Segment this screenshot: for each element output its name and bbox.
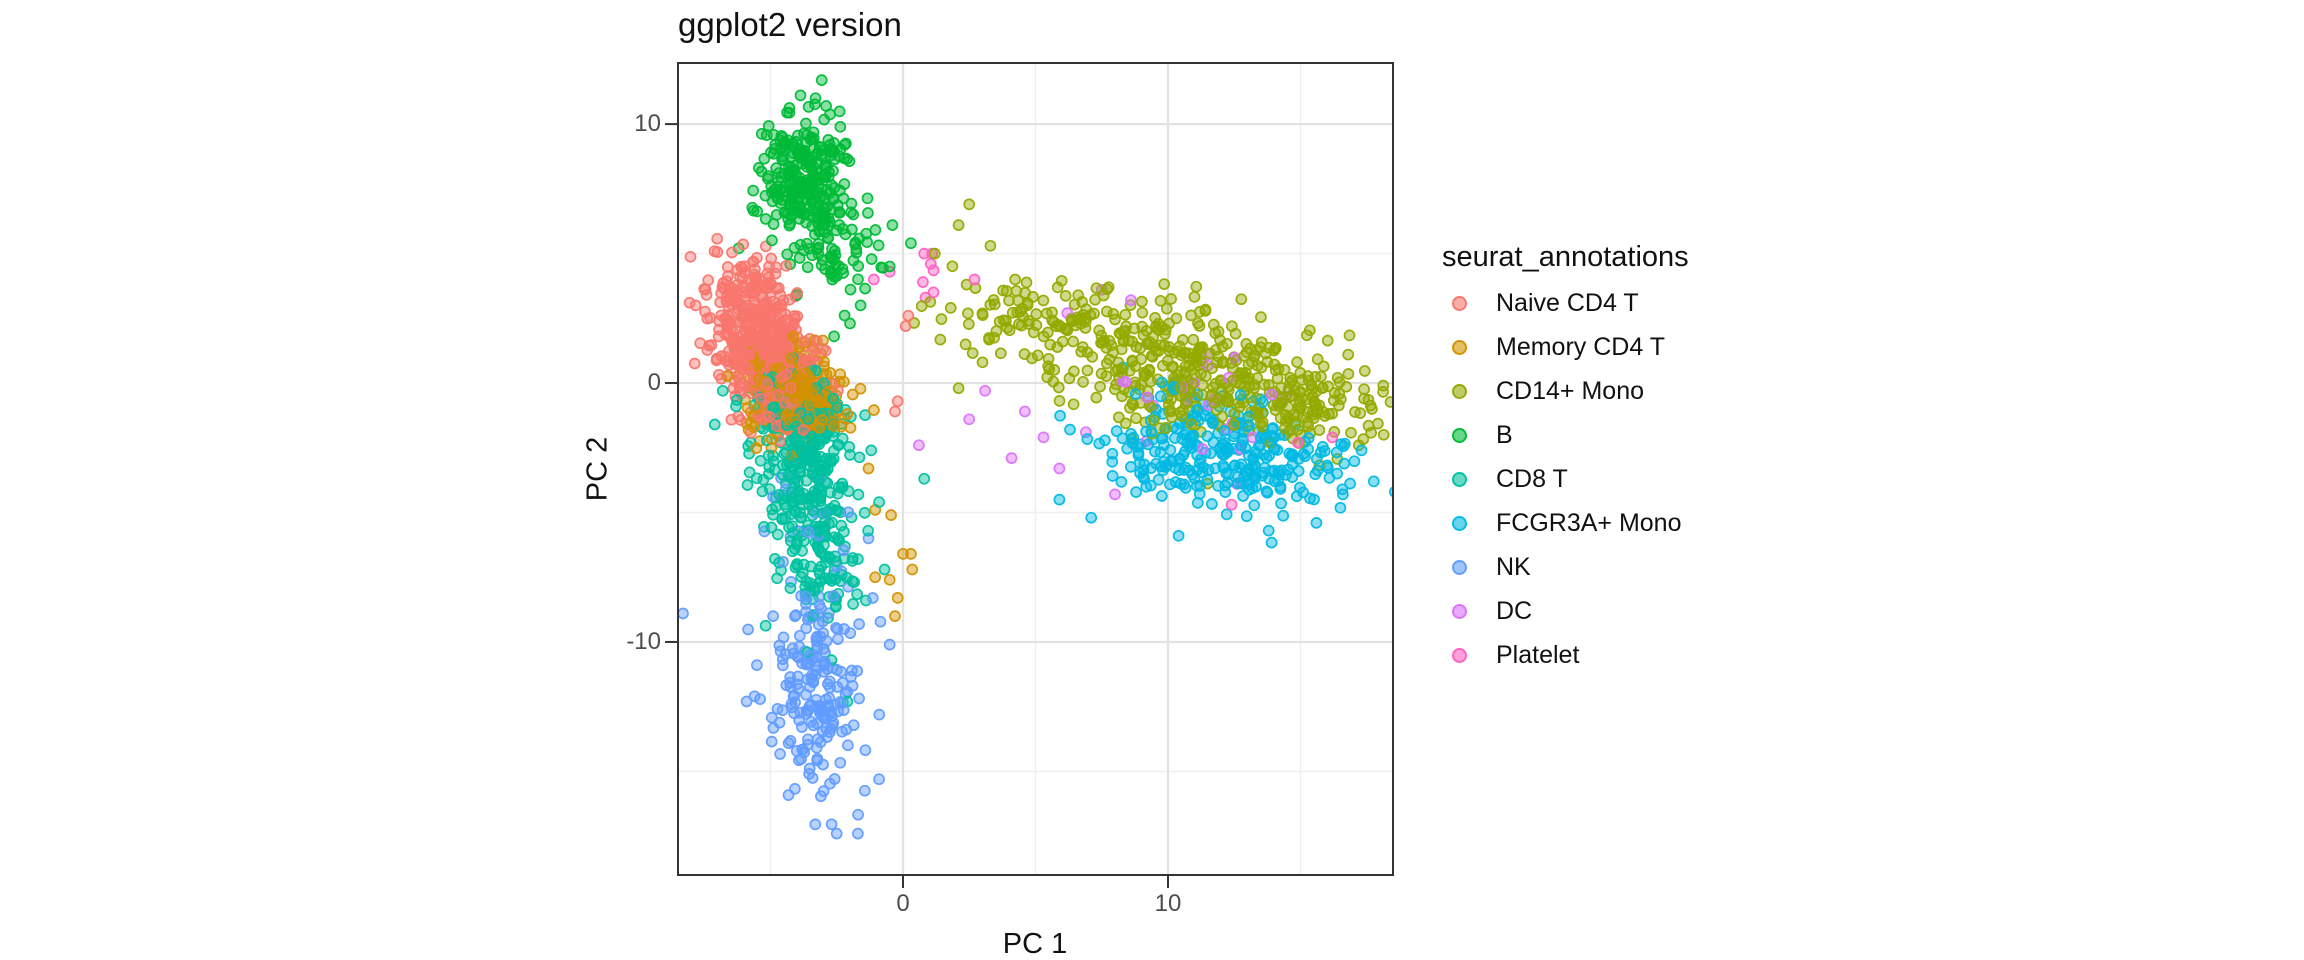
y-tick-label-10: 10 bbox=[634, 110, 661, 137]
legend-item-cd8-t: CD8 T bbox=[1442, 464, 1689, 494]
legend-item-memory-cd4-t: Memory CD4 T bbox=[1442, 332, 1689, 362]
x-axis-title: PC 1 bbox=[1002, 928, 1068, 960]
legend-item-cd14-mono: CD14+ Mono bbox=[1442, 376, 1689, 406]
legend: seurat_annotations Naive CD4 T Memory CD… bbox=[1442, 240, 1689, 670]
legend-swatch-b-icon bbox=[1452, 427, 1467, 443]
legend-item-label: FCGR3A+ Mono bbox=[1496, 509, 1682, 537]
legend-item-label: B bbox=[1496, 421, 1513, 449]
legend-item-platelet: Platelet bbox=[1442, 640, 1689, 670]
legend-item-naive-cd4-t: Naive CD4 T bbox=[1442, 288, 1689, 318]
y-axis-title: PC 2 bbox=[581, 436, 614, 502]
x-tick-label-10: 10 bbox=[1154, 890, 1182, 917]
legend-item-label: NK bbox=[1496, 553, 1531, 581]
legend-item-b: B bbox=[1442, 420, 1689, 450]
legend-item-nk: NK bbox=[1442, 552, 1689, 582]
legend-item-label: Platelet bbox=[1496, 641, 1580, 669]
y-tick-label-0: 0 bbox=[647, 369, 661, 396]
legend-swatch-cd8-t-icon bbox=[1452, 471, 1467, 487]
legend-swatch-platelet-icon bbox=[1452, 647, 1467, 663]
legend-item-dc: DC bbox=[1442, 596, 1689, 626]
legend-swatch-fcgr3a-mono-icon bbox=[1452, 515, 1467, 531]
x-tick-label-0: 0 bbox=[896, 890, 910, 917]
plot-title: ggplot2 version bbox=[678, 6, 902, 43]
scatter-points bbox=[678, 74, 1393, 840]
legend-swatch-memory-cd4-t-icon bbox=[1452, 339, 1467, 355]
legend-item-label: Memory CD4 T bbox=[1496, 333, 1666, 361]
legend-item-fcgr3a-mono: FCGR3A+ Mono bbox=[1442, 508, 1689, 538]
legend-item-label: CD8 T bbox=[1496, 465, 1568, 493]
legend-item-label: CD14+ Mono bbox=[1496, 377, 1644, 405]
legend-swatch-dc-icon bbox=[1452, 603, 1467, 619]
legend-item-label: Naive CD4 T bbox=[1496, 289, 1639, 317]
legend-title: seurat_annotations bbox=[1442, 241, 1689, 273]
y-tick-label-neg10: -10 bbox=[626, 628, 661, 655]
legend-swatch-nk-icon bbox=[1452, 559, 1467, 575]
legend-swatch-cd14-mono-icon bbox=[1452, 383, 1467, 399]
legend-swatch-naive-cd4-t-icon bbox=[1452, 295, 1467, 311]
legend-item-label: DC bbox=[1496, 597, 1533, 625]
